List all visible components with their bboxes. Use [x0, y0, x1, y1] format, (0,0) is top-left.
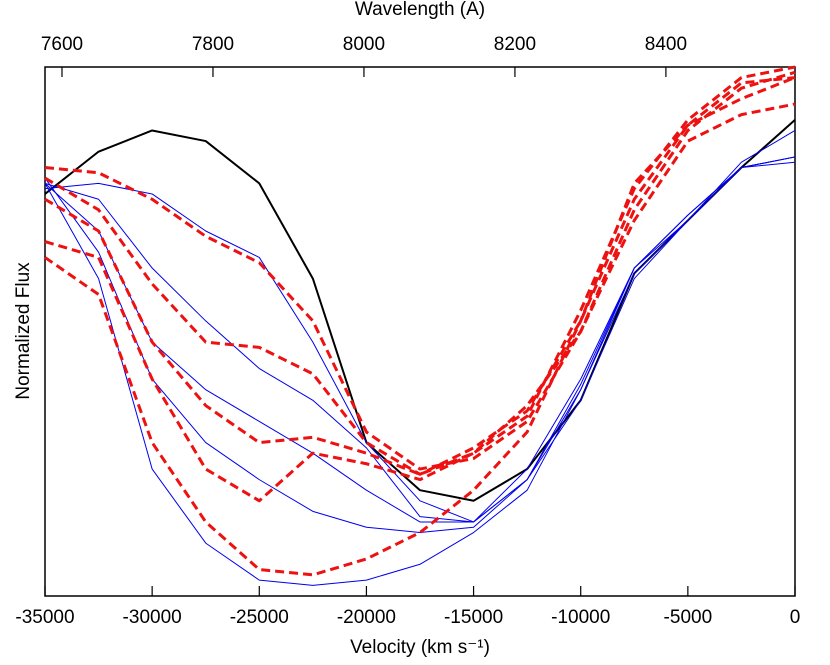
x-tick-label: -25000	[230, 607, 289, 628]
x2-tick-label: 8400	[645, 34, 687, 55]
x-tick-label: -30000	[123, 607, 182, 628]
x-tick-label: -5000	[664, 607, 713, 628]
x-tick-label: -10000	[551, 607, 610, 628]
x2-tick-label: 8000	[343, 34, 385, 55]
x-tick-label: -20000	[337, 607, 396, 628]
x-tick-label: 0	[790, 607, 801, 628]
series-line	[44, 102, 796, 503]
series-line	[44, 130, 796, 523]
series-line	[44, 70, 796, 471]
x-tick-label: -15000	[444, 607, 503, 628]
x2-axis-label: Wavelength (A)	[355, 0, 485, 20]
x2-tick-label: 7600	[41, 34, 83, 55]
x2-tick-label: 7800	[192, 34, 234, 55]
series-line	[44, 156, 796, 523]
series-line	[44, 65, 796, 476]
series-line	[44, 76, 796, 577]
x-tick-label: -35000	[15, 607, 74, 628]
series-line	[44, 119, 796, 502]
plot-frame	[44, 66, 796, 597]
x-axis-label: Velocity (km s⁻¹)	[350, 637, 490, 658]
x2-tick-label: 8200	[494, 34, 536, 55]
series-line	[44, 161, 796, 586]
series-line	[44, 156, 796, 534]
series-line	[44, 156, 796, 523]
series-line	[44, 76, 796, 476]
y-axis-label: Normalized Flux	[13, 262, 34, 400]
